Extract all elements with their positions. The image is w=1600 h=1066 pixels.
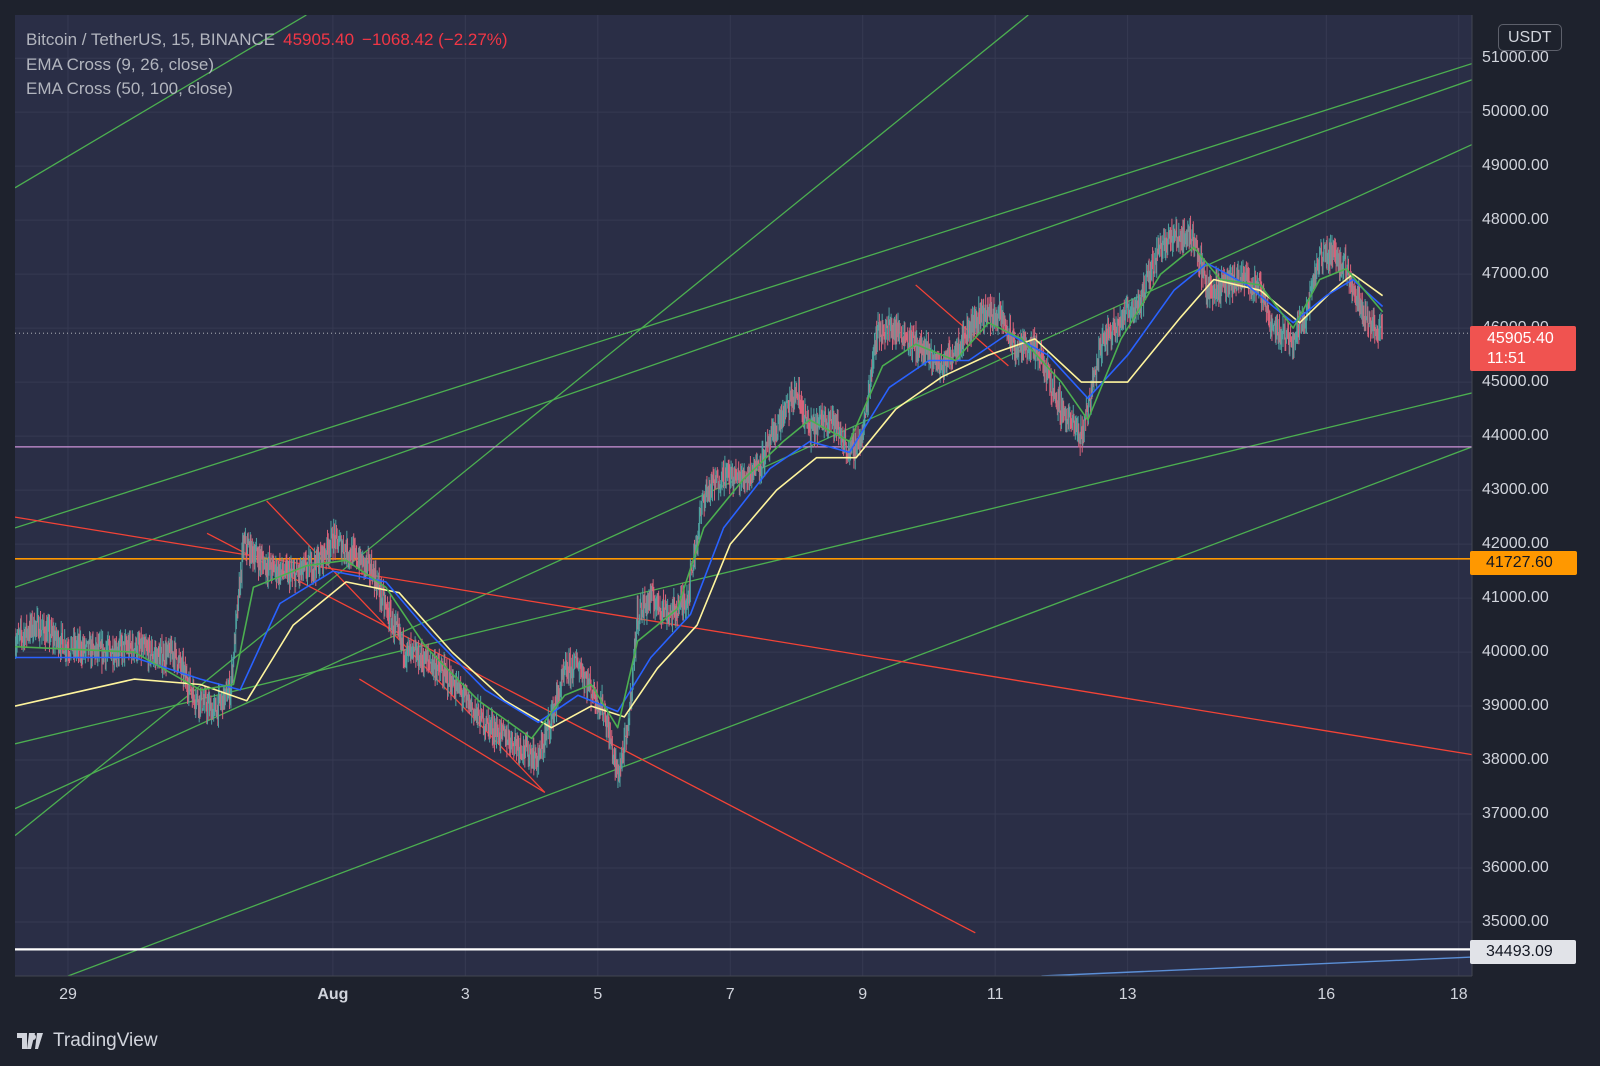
price-tick-label: 50000.00 xyxy=(1482,103,1549,121)
legend-ema-fast[interactable]: EMA Cross (9, 26, close) xyxy=(26,54,215,74)
price-tick-label: 45000.00 xyxy=(1482,373,1549,391)
legend-symbol-row[interactable]: Bitcoin / TetherUS, 15, BINANCE 45905.40−… xyxy=(26,28,508,53)
tradingview-logo-icon xyxy=(17,1033,43,1049)
plot-layer xyxy=(15,15,1472,976)
time-tick-label: 7 xyxy=(725,986,735,1003)
white-level-value: 34493.09 xyxy=(1486,943,1553,960)
last-price-value: 45905.40 xyxy=(1487,330,1554,347)
time-tick-label: 3 xyxy=(460,986,470,1003)
price-tick-label: 47000.00 xyxy=(1482,265,1549,283)
bar-countdown: 11:51 xyxy=(1487,350,1526,367)
price-tick-label: 37000.00 xyxy=(1482,805,1549,823)
time-tick-label: 9 xyxy=(858,986,868,1003)
price-tick-label: 38000.00 xyxy=(1482,751,1549,769)
price-tick-label: 42000.00 xyxy=(1482,535,1549,553)
price-tick-label: 40000.00 xyxy=(1482,643,1549,661)
brand-name: TradingView xyxy=(53,1030,158,1051)
price-tick-label: 51000.00 xyxy=(1482,49,1549,67)
last-price-tag: 45905.40 11:51 xyxy=(1470,326,1576,371)
price-tick-label: 49000.00 xyxy=(1482,157,1549,175)
legend-price: 45905.40 xyxy=(283,30,355,49)
time-tick-label: 18 xyxy=(1449,986,1468,1003)
price-tick-label: 48000.00 xyxy=(1482,211,1549,229)
baseline-indicator-line xyxy=(1041,956,1472,976)
ema-line-slow xyxy=(15,262,1384,724)
trend-line-red-8 xyxy=(206,532,976,934)
price-tick-label: 44000.00 xyxy=(1482,427,1549,445)
trend-line-green-5 xyxy=(15,392,1472,745)
legend-change: −1068.42 (−2.27%) xyxy=(362,30,508,49)
plot-area xyxy=(15,15,1472,976)
trend-line-red-11 xyxy=(915,284,1009,367)
price-tick-label: 39000.00 xyxy=(1482,697,1549,715)
ema-line-fast xyxy=(15,246,1384,740)
orange-level-value: 41727.60 xyxy=(1486,554,1553,571)
time-tick-label: 5 xyxy=(593,986,603,1003)
time-tick-label: Aug xyxy=(317,986,349,1003)
trend-line-green-6 xyxy=(67,446,1472,976)
tradingview-brand[interactable]: TradingView xyxy=(17,1030,158,1052)
legend-ema-slow[interactable]: EMA Cross (50, 100, close) xyxy=(26,79,233,98)
white-level-tag: 34493.09 xyxy=(1470,940,1576,964)
ema-line-long xyxy=(15,273,1384,729)
price-tick-label: 43000.00 xyxy=(1482,481,1549,499)
chart-legend: Bitcoin / TetherUS, 15, BINANCE 45905.40−… xyxy=(26,28,508,102)
price-tick-label: 41000.00 xyxy=(1482,589,1549,607)
trend-line-green-2 xyxy=(15,62,1472,529)
time-tick-label: 16 xyxy=(1317,986,1336,1003)
trend-line-red-10 xyxy=(359,678,546,793)
time-tick-label: 13 xyxy=(1118,986,1137,1003)
trend-line-green-1 xyxy=(15,15,1029,837)
trend-line-green-0 xyxy=(15,15,307,189)
legend-symbol: Bitcoin / TetherUS, 15, BINANCE xyxy=(26,30,276,49)
time-tick-label: 29 xyxy=(59,986,77,1003)
price-tick-label: 35000.00 xyxy=(1482,913,1549,930)
currency-button[interactable]: USDT xyxy=(1498,24,1562,51)
time-tick-label: 11 xyxy=(986,986,1004,1003)
orange-level-tag: 41727.60 xyxy=(1470,551,1577,575)
price-tick-label: 36000.00 xyxy=(1482,859,1549,877)
